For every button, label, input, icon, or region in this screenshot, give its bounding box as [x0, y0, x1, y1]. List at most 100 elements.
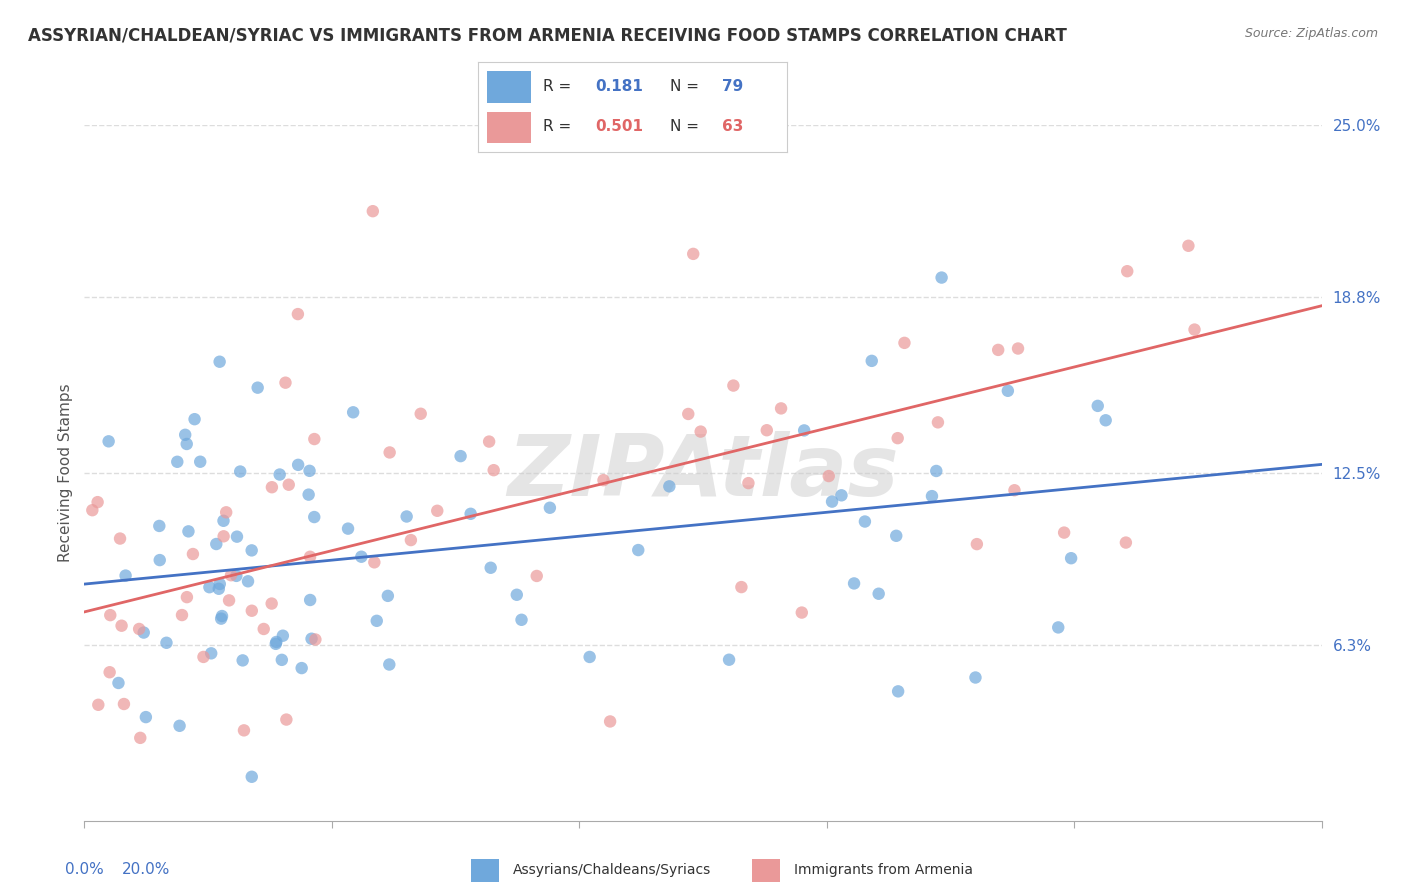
- Point: [366, 614, 388, 628]
- Point: [287, 307, 309, 321]
- Point: [155, 636, 177, 650]
- Point: [233, 723, 256, 738]
- Point: [148, 519, 170, 533]
- Point: [236, 574, 259, 589]
- Point: [363, 555, 385, 569]
- Y-axis label: Receiving Food Stamps: Receiving Food Stamps: [58, 384, 73, 562]
- Text: Assyrians/Chaldeans/Syriacs: Assyrians/Chaldeans/Syriacs: [513, 863, 711, 877]
- Point: [270, 653, 292, 667]
- Point: [506, 588, 529, 602]
- Point: [887, 684, 910, 698]
- Point: [770, 401, 793, 416]
- Point: [627, 543, 650, 558]
- Point: [264, 637, 287, 651]
- Point: [678, 407, 700, 421]
- Point: [209, 612, 232, 626]
- Point: [342, 405, 364, 419]
- Point: [211, 609, 233, 624]
- Point: [921, 489, 943, 503]
- Point: [1047, 620, 1070, 634]
- Point: [132, 625, 155, 640]
- Point: [240, 770, 263, 784]
- Point: [510, 613, 533, 627]
- Point: [1177, 239, 1199, 253]
- Point: [526, 569, 548, 583]
- Point: [538, 500, 561, 515]
- Point: [208, 577, 231, 591]
- Text: N =: N =: [669, 120, 703, 134]
- Text: R =: R =: [543, 79, 576, 94]
- Point: [1094, 413, 1116, 427]
- Point: [219, 568, 242, 582]
- Point: [1060, 551, 1083, 566]
- Point: [966, 537, 988, 551]
- Point: [337, 522, 360, 536]
- Point: [114, 568, 136, 582]
- Point: [395, 509, 418, 524]
- Point: [860, 354, 883, 368]
- Point: [304, 510, 326, 524]
- Point: [299, 549, 322, 564]
- Text: 0.181: 0.181: [596, 79, 644, 94]
- Point: [298, 464, 321, 478]
- Point: [174, 427, 197, 442]
- Point: [271, 629, 294, 643]
- Point: [232, 653, 254, 667]
- FancyBboxPatch shape: [488, 112, 530, 143]
- Point: [112, 697, 135, 711]
- Point: [987, 343, 1010, 357]
- Point: [377, 589, 399, 603]
- Point: [718, 653, 741, 667]
- Point: [299, 593, 322, 607]
- Point: [98, 665, 121, 680]
- Point: [260, 480, 283, 494]
- Point: [450, 449, 472, 463]
- Point: [927, 415, 949, 429]
- Point: [193, 649, 215, 664]
- Point: [1053, 525, 1076, 540]
- Point: [426, 504, 449, 518]
- Point: [240, 604, 263, 618]
- Point: [1184, 322, 1206, 336]
- Point: [276, 713, 298, 727]
- Point: [225, 569, 247, 583]
- Point: [149, 553, 172, 567]
- Point: [460, 507, 482, 521]
- Point: [170, 608, 193, 623]
- Point: [181, 547, 204, 561]
- Point: [350, 549, 373, 564]
- Point: [86, 495, 108, 509]
- Point: [853, 515, 876, 529]
- Point: [821, 494, 844, 508]
- Point: [965, 671, 987, 685]
- Point: [817, 469, 839, 483]
- Point: [200, 646, 222, 660]
- Point: [287, 458, 309, 472]
- Point: [107, 676, 129, 690]
- Text: 79: 79: [723, 79, 744, 94]
- Text: ASSYRIAN/CHALDEAN/SYRIAC VS IMMIGRANTS FROM ARMENIA RECEIVING FOOD STAMPS CORREL: ASSYRIAN/CHALDEAN/SYRIAC VS IMMIGRANTS F…: [28, 27, 1067, 45]
- Text: 0.0%: 0.0%: [65, 863, 104, 878]
- Point: [997, 384, 1019, 398]
- Point: [723, 378, 745, 392]
- Point: [176, 437, 198, 451]
- Point: [790, 606, 813, 620]
- Point: [212, 529, 235, 543]
- Point: [409, 407, 432, 421]
- Point: [304, 632, 326, 647]
- FancyBboxPatch shape: [488, 71, 530, 103]
- Point: [177, 524, 200, 539]
- Point: [682, 247, 704, 261]
- Point: [169, 719, 191, 733]
- Point: [266, 635, 288, 649]
- Point: [298, 488, 321, 502]
- Point: [176, 590, 198, 604]
- Point: [868, 587, 890, 601]
- Point: [482, 463, 505, 477]
- Point: [842, 576, 865, 591]
- Point: [218, 593, 240, 607]
- Point: [925, 464, 948, 478]
- Point: [97, 434, 120, 449]
- Point: [1004, 483, 1026, 498]
- Point: [599, 714, 621, 729]
